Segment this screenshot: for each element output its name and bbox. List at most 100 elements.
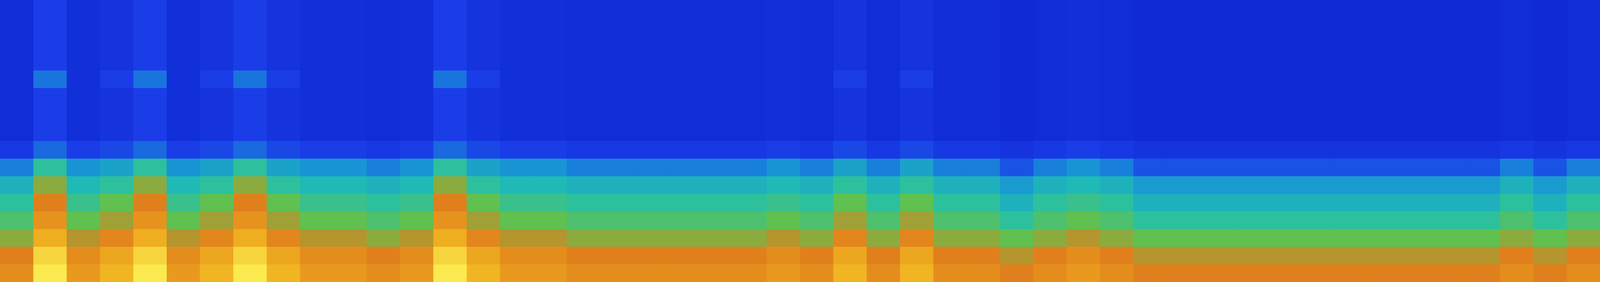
heat-cell bbox=[966, 228, 1001, 248]
heat-cell bbox=[1433, 105, 1468, 124]
heat-cell bbox=[1000, 158, 1035, 177]
heat-cell bbox=[1433, 70, 1468, 89]
heat-cell bbox=[733, 70, 768, 89]
heat-cell bbox=[733, 211, 768, 230]
heat-cell bbox=[1133, 158, 1168, 177]
heat-cell bbox=[33, 158, 68, 177]
heat-cell bbox=[1133, 246, 1168, 265]
heat-cell bbox=[266, 246, 301, 265]
heat-cell bbox=[966, 176, 1001, 195]
heat-cell bbox=[366, 17, 401, 36]
heat-cell bbox=[1066, 158, 1101, 177]
heat-cell bbox=[1333, 158, 1368, 177]
heat-cell bbox=[1266, 211, 1301, 230]
heat-cell bbox=[1466, 105, 1501, 124]
heat-cell bbox=[733, 35, 768, 54]
heat-cell bbox=[1400, 228, 1435, 248]
heat-cell bbox=[500, 123, 535, 142]
heat-cell bbox=[500, 17, 535, 36]
heat-cell bbox=[233, 193, 268, 212]
heat-cell bbox=[400, 193, 435, 212]
heat-cell bbox=[366, 123, 401, 142]
heat-cell bbox=[800, 70, 835, 89]
heat-cell bbox=[766, 193, 801, 212]
heat-cell bbox=[1133, 0, 1168, 19]
heat-cell bbox=[466, 70, 501, 89]
heat-cell bbox=[600, 264, 635, 282]
heat-cell bbox=[600, 176, 635, 195]
heat-cell bbox=[533, 140, 568, 160]
heat-cell bbox=[600, 140, 635, 160]
heat-cell bbox=[1266, 17, 1301, 36]
heat-cell bbox=[633, 17, 668, 36]
heat-cell bbox=[100, 193, 135, 212]
heat-cell bbox=[1233, 0, 1268, 19]
heat-cell bbox=[1166, 246, 1201, 265]
heat-cell bbox=[500, 264, 535, 282]
heat-cell bbox=[433, 228, 468, 248]
heat-cell bbox=[299, 35, 334, 54]
heat-cell bbox=[933, 123, 968, 142]
heat-cell bbox=[1499, 17, 1534, 36]
heat-cell bbox=[1466, 211, 1501, 230]
heat-cell bbox=[1099, 158, 1134, 177]
heat-cell bbox=[1400, 211, 1435, 230]
heat-cell bbox=[1266, 158, 1301, 177]
heat-cell bbox=[266, 123, 301, 142]
heat-cell bbox=[699, 88, 734, 107]
heat-cell bbox=[699, 228, 734, 248]
heat-cell bbox=[1499, 52, 1534, 71]
heat-cell bbox=[1066, 123, 1101, 142]
heat-cell bbox=[66, 35, 101, 54]
heat-cell bbox=[1033, 0, 1068, 19]
heat-cell bbox=[133, 105, 168, 124]
heat-cell bbox=[33, 246, 68, 265]
heat-cell bbox=[800, 228, 835, 248]
heat-cell bbox=[166, 123, 201, 142]
heat-cell bbox=[1066, 88, 1101, 107]
heat-cell bbox=[266, 70, 301, 89]
heat-cell bbox=[1200, 264, 1235, 282]
heat-cell bbox=[200, 176, 235, 195]
heat-cell bbox=[1033, 176, 1068, 195]
heat-cell bbox=[1566, 70, 1600, 89]
heat-cell bbox=[133, 0, 168, 19]
heat-cell bbox=[1133, 123, 1168, 142]
heat-cell bbox=[666, 105, 701, 124]
heat-cell bbox=[466, 246, 501, 265]
heat-cell bbox=[766, 140, 801, 160]
heat-cell bbox=[1000, 140, 1035, 160]
heat-cell bbox=[500, 52, 535, 71]
heat-cell bbox=[100, 88, 135, 107]
heat-cell bbox=[733, 140, 768, 160]
heat-cell bbox=[933, 88, 968, 107]
heat-cell bbox=[666, 193, 701, 212]
heat-cell bbox=[1333, 52, 1368, 71]
heat-cell bbox=[1166, 211, 1201, 230]
heat-cell bbox=[1300, 176, 1335, 195]
heat-cell bbox=[733, 158, 768, 177]
heat-cell bbox=[299, 176, 334, 195]
heat-cell bbox=[1000, 228, 1035, 248]
heat-cell bbox=[933, 246, 968, 265]
heat-cell bbox=[833, 211, 868, 230]
heat-cell bbox=[1233, 35, 1268, 54]
heat-cell bbox=[533, 176, 568, 195]
heat-cell bbox=[233, 228, 268, 248]
heat-cell bbox=[333, 88, 368, 107]
heat-cell bbox=[1499, 0, 1534, 19]
heat-cell bbox=[1000, 35, 1035, 54]
heat-cell bbox=[1466, 70, 1501, 89]
heat-cell bbox=[100, 246, 135, 265]
heat-cell bbox=[1499, 105, 1534, 124]
heat-cell bbox=[866, 211, 901, 230]
heat-cell bbox=[1433, 228, 1468, 248]
heat-cell bbox=[733, 0, 768, 19]
heat-cell bbox=[133, 35, 168, 54]
heat-cell bbox=[66, 17, 101, 36]
heat-cell bbox=[200, 52, 235, 71]
heat-cell bbox=[766, 88, 801, 107]
heat-cell bbox=[966, 105, 1001, 124]
heat-cell bbox=[966, 17, 1001, 36]
heat-cell bbox=[233, 264, 268, 282]
